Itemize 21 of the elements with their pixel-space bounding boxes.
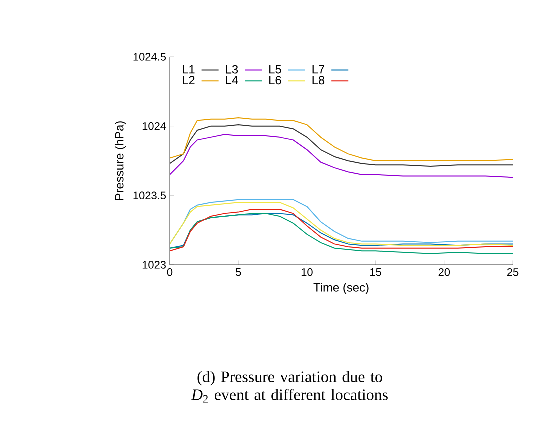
x-tick-label: 15 — [370, 268, 382, 276]
legend-label: L4 — [226, 76, 238, 84]
legend-label: L7 — [312, 65, 325, 74]
x-tick-label: 5 — [236, 268, 242, 276]
legend-label: L2 — [183, 76, 195, 85]
y-axis-title: Pressure (hPa) — [114, 122, 126, 200]
x-tick-label: 0 — [167, 268, 173, 276]
x-axis-title: Time (sec) — [314, 283, 369, 294]
legend-label: L5 — [270, 65, 282, 74]
legend-label: L8 — [312, 76, 325, 85]
legend-label: L3 — [226, 65, 238, 74]
x-tick-label: 25 — [507, 268, 519, 276]
y-tick-label: 1024 — [142, 122, 166, 130]
legend-label: L1 — [183, 65, 195, 74]
text: (d) Pressure variation due to D$_{2}$ event at different locations — [191, 371, 388, 403]
legend-label: L6 — [270, 76, 282, 85]
y-tick-label: 1023.5 — [134, 192, 166, 200]
x-tick-label: 20 — [438, 268, 450, 276]
x-tick-label: 10 — [302, 268, 313, 276]
y-tick-label: 1024.5 — [134, 53, 166, 61]
y-tick-label: 1023 — [142, 261, 166, 269]
